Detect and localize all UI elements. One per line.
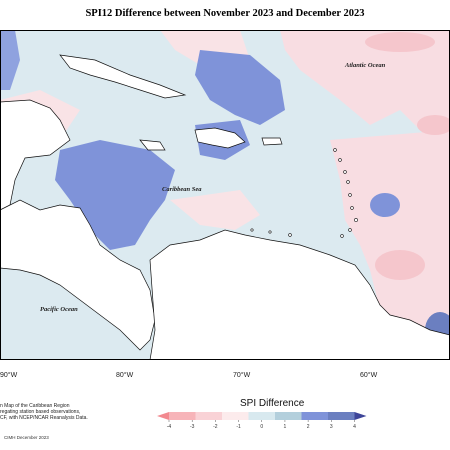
color-legend: -4 -3 -2 -1 0 1 2 3 4 bbox=[157, 412, 367, 430]
blue-patch-east bbox=[370, 193, 400, 217]
dark-pink-patch bbox=[365, 32, 435, 52]
description-line: CF, with NCEP/NCAR Reanalysis Data. bbox=[0, 415, 88, 422]
blue-region-north bbox=[195, 50, 285, 125]
legend-swatch bbox=[248, 412, 275, 420]
south-america-land bbox=[149, 229, 450, 360]
blue-region-northwest bbox=[0, 30, 20, 90]
description-line: n Map of the Caribbean Region bbox=[0, 403, 70, 409]
legend-tick-label: 2 bbox=[307, 424, 310, 430]
legend-tick-label: -4 bbox=[167, 424, 172, 430]
legend-ticks: -4 -3 -2 -1 0 1 2 3 4 bbox=[167, 420, 356, 430]
longitude-label: 60°W bbox=[360, 372, 378, 379]
pink-region-northeast bbox=[280, 30, 450, 130]
dark-pink-patch bbox=[417, 115, 450, 135]
legend-arrow-low bbox=[157, 412, 169, 420]
spi-difference-map bbox=[0, 30, 450, 360]
legend-swatch bbox=[195, 412, 222, 420]
longitude-label: 80°W bbox=[116, 372, 134, 379]
cuba-land bbox=[59, 54, 187, 99]
legend-tick-label: 3 bbox=[330, 424, 333, 430]
legend-swatch bbox=[301, 412, 328, 420]
map-description: n Map of the Caribbean Region regating s… bbox=[0, 403, 150, 422]
legend-swatch bbox=[169, 412, 196, 420]
pacific-ocean-label: Pacific Ocean bbox=[40, 306, 78, 313]
longitude-label: 70°W bbox=[233, 372, 251, 379]
legend-tick-label: 1 bbox=[284, 424, 287, 430]
legend-swatch bbox=[222, 412, 249, 420]
puerto-rico-land bbox=[261, 137, 283, 146]
legend-tick-label: -1 bbox=[236, 424, 241, 430]
legend-arrow-high bbox=[354, 412, 367, 420]
map-title: SPI12 Difference between November 2023 a… bbox=[85, 8, 365, 19]
legend-swatch bbox=[328, 412, 355, 420]
legend-bar bbox=[157, 412, 367, 420]
legend-tick-label: 0 bbox=[260, 424, 263, 430]
jamaica-land bbox=[139, 139, 166, 151]
legend-swatch bbox=[275, 412, 302, 420]
legend-title: SPI Difference bbox=[240, 398, 305, 409]
hispaniola-land bbox=[194, 127, 246, 149]
legend-tick-label: 4 bbox=[353, 424, 356, 430]
longitude-label: 90°W bbox=[0, 372, 18, 379]
pink-region-east bbox=[330, 130, 450, 360]
credit-text: CIMH December 2023 bbox=[4, 435, 49, 440]
pink-region-south-central bbox=[170, 190, 260, 230]
legend-tick-label: -2 bbox=[213, 424, 218, 430]
lesser-antilles bbox=[250, 148, 358, 238]
dark-pink-patch bbox=[375, 250, 425, 280]
atlantic-ocean-label: Atlantic Ocean bbox=[345, 62, 386, 69]
land-masses bbox=[0, 54, 450, 360]
description-line: regating station based observations, bbox=[0, 409, 81, 416]
caribbean-sea-label: Caribbean Sea bbox=[162, 186, 202, 193]
legend-tick-label: -3 bbox=[190, 424, 195, 430]
